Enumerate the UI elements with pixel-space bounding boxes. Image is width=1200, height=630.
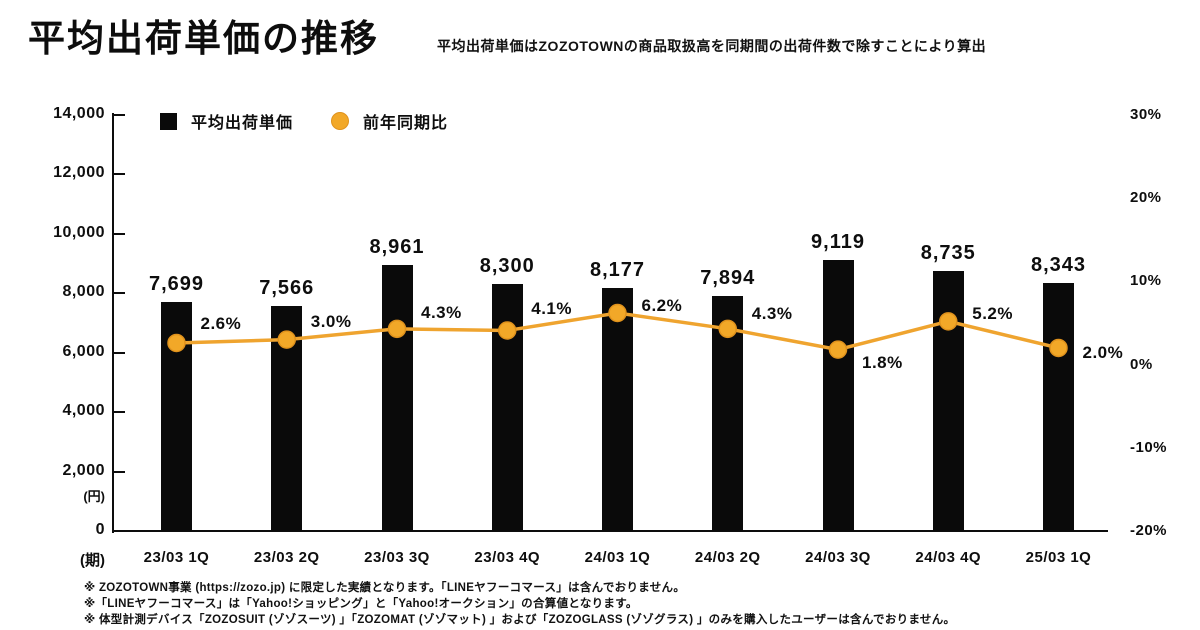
y-axis-tick-label: 14,000 <box>53 105 105 122</box>
bar <box>271 306 303 531</box>
bar-value-label: 8,961 <box>369 235 425 258</box>
bar-series-swatch-icon <box>160 112 177 130</box>
bar-value-label: 9,119 <box>811 231 865 254</box>
y-axis-tick-label: 6,000 <box>62 342 105 360</box>
bar <box>381 264 413 531</box>
y-axis-tick <box>113 411 125 414</box>
bar <box>822 260 854 531</box>
x-axis-tick-label: 24/03 1Q <box>584 549 651 566</box>
secondary-axis-tick-label: 30% <box>1130 106 1162 123</box>
bar-value-label: 7,699 <box>148 273 205 296</box>
bar-value-label: 8,735 <box>920 242 976 265</box>
y-axis-tick <box>113 173 125 176</box>
y-axis-tick-label: 0 <box>95 521 105 538</box>
x-axis-line <box>112 530 1108 532</box>
bar <box>491 284 523 531</box>
y-axis-unit-label: (円) <box>83 488 105 504</box>
chart-legend: 平均出荷単価 前年同期比 <box>160 109 448 133</box>
bar <box>602 288 633 531</box>
y-axis-tick-label: 12,000 <box>53 164 105 182</box>
y-axis-tick <box>113 232 125 235</box>
bar-value-label: 8,300 <box>479 255 535 278</box>
yoy-value-label: 2.6% <box>200 313 242 333</box>
y-axis-line <box>112 113 114 533</box>
x-axis-tick-label: 23/03 1Q <box>143 549 210 566</box>
y-axis-tick-label: 2,000 <box>62 461 105 479</box>
bar <box>932 271 964 531</box>
page-title: 平均出荷単価の推移 <box>28 18 379 59</box>
x-axis-tick-label: 25/03 1Q <box>1025 549 1092 566</box>
bar-value-label: 7,894 <box>700 267 756 290</box>
secondary-axis-tick-label: 20% <box>1130 189 1162 207</box>
y-axis-tick-label: 8,000 <box>62 283 105 301</box>
secondary-axis-tick-label: 10% <box>1130 272 1162 290</box>
y-axis-tick <box>113 351 125 354</box>
y-axis-tick-label: 4,000 <box>62 402 105 420</box>
yoy-value-label: 6.2% <box>641 296 683 316</box>
secondary-axis-tick-label: 0% <box>1130 355 1153 373</box>
y-axis-tick <box>113 114 125 116</box>
bar <box>1043 283 1074 531</box>
secondary-axis-tick-label: -10% <box>1130 438 1168 456</box>
yoy-value-label: 3.0% <box>310 311 352 331</box>
y-axis-tick <box>113 292 125 295</box>
y-axis-tick <box>113 470 125 473</box>
bar-value-label: 8,343 <box>1030 254 1087 277</box>
line-series-dot-icon <box>331 112 350 130</box>
yoy-value-label: 5.2% <box>972 304 1013 324</box>
y-axis-tick-label: 10,000 <box>53 223 105 241</box>
x-axis-tick-label: 24/03 3Q <box>805 549 871 566</box>
yoy-value-label: 4.3% <box>751 303 793 323</box>
footnote-3: ※ 体型計測デバイス「ZOZOSUIT (ゾゾスーツ) 」「ZOZOMAT (ゾ… <box>84 614 956 626</box>
x-axis-tick-label: 23/03 4Q <box>474 549 541 566</box>
yoy-value-label: 4.3% <box>421 302 462 322</box>
bar <box>161 302 192 531</box>
secondary-axis-tick-label: -20% <box>1130 522 1168 539</box>
x-axis-tick-label: 24/03 4Q <box>915 549 982 566</box>
footnote-1: ※ ZOZOTOWN事業 (https://zozo.jp) に限定した実績とな… <box>84 582 686 594</box>
yoy-value-label: 1.8% <box>862 352 903 372</box>
line-series-legend-label: 前年同期比 <box>363 115 449 132</box>
footnote-2: ※「LINEヤフーコマース」は「Yahoo!ショッピング」と「Yahoo!オーク… <box>84 598 638 610</box>
bar-series-legend-label: 平均出荷単価 <box>191 115 294 132</box>
yoy-value-label: 4.1% <box>531 299 572 319</box>
bar-value-label: 8,177 <box>589 259 646 282</box>
x-axis-unit-label: (期) <box>80 552 105 569</box>
bar-value-label: 7,566 <box>259 277 315 300</box>
x-axis-tick-label: 23/03 3Q <box>364 549 430 566</box>
x-axis-tick-label: 23/03 2Q <box>253 549 320 566</box>
chart-subtitle: 平均出荷単価はZOZOTOWNの商品取扱高を同期間の出荷件数で除すことにより算出 <box>437 38 987 54</box>
yoy-value-label: 2.0% <box>1082 342 1124 362</box>
bar <box>712 296 744 531</box>
x-axis-tick-label: 24/03 2Q <box>694 549 761 566</box>
